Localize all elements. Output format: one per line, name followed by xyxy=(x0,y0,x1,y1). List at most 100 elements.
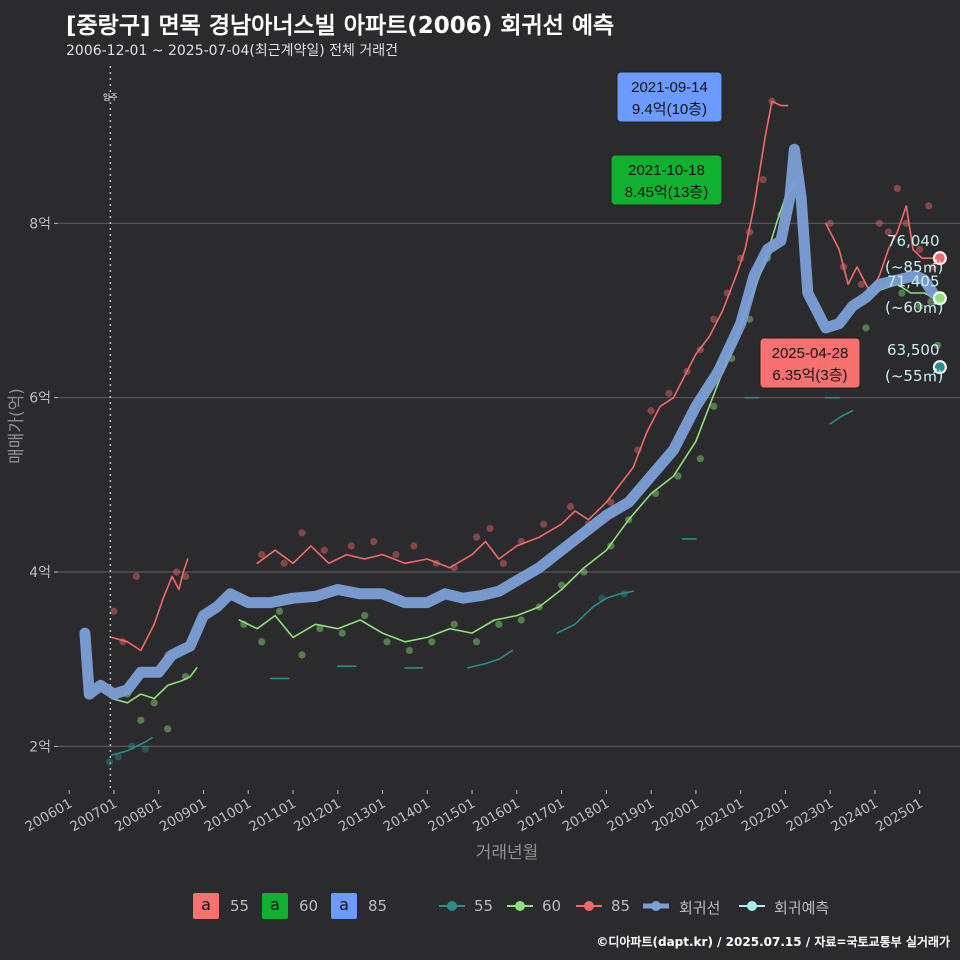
scatter-point-60 xyxy=(361,612,369,620)
scatter-point-85 xyxy=(759,176,767,184)
end-marker-55 xyxy=(932,360,947,375)
series-line-85 xyxy=(110,100,934,652)
scatter-point-85 xyxy=(173,568,181,576)
scatter-point-60 xyxy=(916,302,924,310)
scatter-point-60 xyxy=(450,620,458,628)
scatter-point-60 xyxy=(495,620,503,628)
scatter-point-85 xyxy=(665,389,673,397)
legend-regression-icon xyxy=(643,901,669,911)
scatter-point-85 xyxy=(826,219,834,227)
scatter-point-85 xyxy=(929,263,937,271)
x-tick-label: 201901 xyxy=(604,796,657,836)
x-tick-label: 201001 xyxy=(202,796,255,836)
end-size-label: (~55㎡) xyxy=(885,367,943,385)
scatter-point-60 xyxy=(927,298,935,306)
scatter-point-85 xyxy=(280,559,288,567)
annotation-price: 8.45억(13층) xyxy=(625,184,708,201)
end-value-label: 76,040 xyxy=(887,232,940,250)
legend-line-85-icon xyxy=(576,901,602,911)
y-tick-label: 6억 xyxy=(29,391,51,407)
scatter-point-60 xyxy=(934,341,942,349)
chart-footer: ©디아파트(dapt.kr) / 2025.07.15 / 자료=국토교통부 실… xyxy=(596,935,950,949)
scatter-point-55 xyxy=(105,758,114,766)
scatter-point-85 xyxy=(857,280,866,288)
scatter-point-60 xyxy=(517,616,525,624)
annotation-box xyxy=(610,154,723,206)
x-tick-label: 200701 xyxy=(67,796,120,836)
scatter-point-85 xyxy=(132,572,140,580)
scatter-point-60 xyxy=(298,651,306,659)
x-tick-label: 202201 xyxy=(739,796,792,836)
scatter-point-85 xyxy=(369,537,378,546)
scatter-point-60 xyxy=(696,455,704,463)
scatter-point-60 xyxy=(898,289,906,297)
legend: a 55 a 60 a 85 55 60 85 회귀선 회귀예측 xyxy=(0,893,960,923)
annotation-date: 2025-04-28 xyxy=(772,345,849,362)
y-tick-label: 8억 xyxy=(29,216,51,232)
annotation-price: 9.4억(10층) xyxy=(632,101,707,118)
regression-line xyxy=(79,143,939,700)
legend-line-55-label: 55 xyxy=(474,897,494,915)
scatter-point-60 xyxy=(428,638,436,646)
scatter-point-85 xyxy=(298,529,306,537)
annotation-date: 2021-10-18 xyxy=(628,162,705,179)
legend-line-60-icon xyxy=(507,901,533,911)
x-tick-label: 200801 xyxy=(112,796,165,836)
x-tick-label: 201101 xyxy=(246,796,299,836)
scatter-point-60 xyxy=(137,716,145,724)
scatter-point-60 xyxy=(674,472,682,480)
annotation-box xyxy=(759,337,861,389)
scatter-point-85 xyxy=(925,202,933,210)
scatter-point-60 xyxy=(275,607,284,615)
legend-box-85-label: 85 xyxy=(368,897,388,915)
legend-box-55: a xyxy=(193,893,219,919)
chart-subtitle: 2006-12-01 ~ 2025-07-04(최근계약일) 전체 거래건 xyxy=(66,43,398,59)
series-line-55 xyxy=(110,396,854,756)
end-size-label: (~60㎡) xyxy=(885,298,943,316)
x-tick-label: 201501 xyxy=(425,796,478,836)
x-tick-label: 201401 xyxy=(381,796,434,836)
scatter-point-85 xyxy=(486,524,494,533)
scatter-point-85 xyxy=(392,550,400,559)
x-tick-label: 201201 xyxy=(291,796,344,836)
x-axis-title: 거래년월 xyxy=(476,843,539,863)
scatter-point-85 xyxy=(320,546,328,554)
annotation-box xyxy=(616,71,723,123)
x-tick-label: 201701 xyxy=(515,796,568,836)
legend-box-60: a xyxy=(262,893,288,919)
legend-line-55-icon xyxy=(439,901,465,911)
scatter-point-85 xyxy=(884,228,892,236)
x-tick-label: 202001 xyxy=(649,796,702,836)
legend-regression-label: 회귀선 xyxy=(679,899,721,917)
annotation-date: 2021-09-14 xyxy=(631,79,708,96)
x-tick-label: 202301 xyxy=(784,796,837,836)
legend-prediction-label: 회귀예측 xyxy=(774,899,830,917)
scatter-point-85 xyxy=(472,533,481,541)
scatter-point-60 xyxy=(383,638,391,646)
scatter-point-55 xyxy=(141,745,149,753)
scatter-point-60 xyxy=(316,625,324,633)
scatter-point-60 xyxy=(710,402,718,410)
end-marker-60 xyxy=(932,291,947,306)
legend-line-85-label: 85 xyxy=(611,897,631,915)
end-value-label: 63,500 xyxy=(887,341,940,359)
scatter-point-85 xyxy=(647,407,655,415)
x-tick-label: 202101 xyxy=(694,796,747,836)
scatter-point-85 xyxy=(893,184,901,193)
scatter-point-60 xyxy=(862,324,870,332)
scatter-point-85 xyxy=(540,520,548,528)
x-tick-label: 201301 xyxy=(336,796,389,836)
x-tick-label: 200901 xyxy=(157,796,210,836)
x-tick-label: 201601 xyxy=(470,796,523,836)
scatter-point-60 xyxy=(338,629,346,637)
end-value-label: 71,405 xyxy=(887,272,940,290)
x-tick-label: 201801 xyxy=(560,796,613,836)
scatter-point-60 xyxy=(472,638,481,646)
scatter-point-85 xyxy=(710,315,718,323)
legend-box-55-label: 55 xyxy=(230,897,250,915)
scatter-point-60 xyxy=(150,699,158,707)
x-tick-label: 200601 xyxy=(23,796,76,836)
x-tick-label: 202501 xyxy=(873,796,926,836)
scatter-point-60 xyxy=(164,725,172,733)
